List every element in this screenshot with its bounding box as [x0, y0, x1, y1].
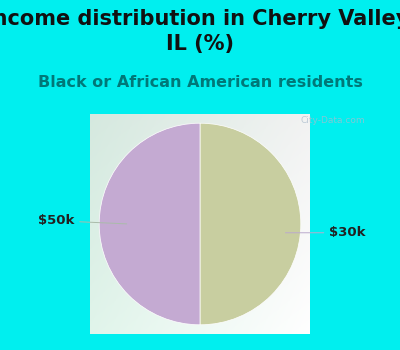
Text: City-Data.com: City-Data.com — [300, 116, 365, 125]
Wedge shape — [99, 123, 200, 325]
Text: Income distribution in Cherry Valley,
IL (%): Income distribution in Cherry Valley, IL… — [0, 9, 400, 54]
Text: $30k: $30k — [286, 226, 366, 239]
Wedge shape — [200, 123, 301, 325]
Text: Black or African American residents: Black or African American residents — [38, 75, 362, 90]
Text: $50k: $50k — [38, 214, 127, 227]
